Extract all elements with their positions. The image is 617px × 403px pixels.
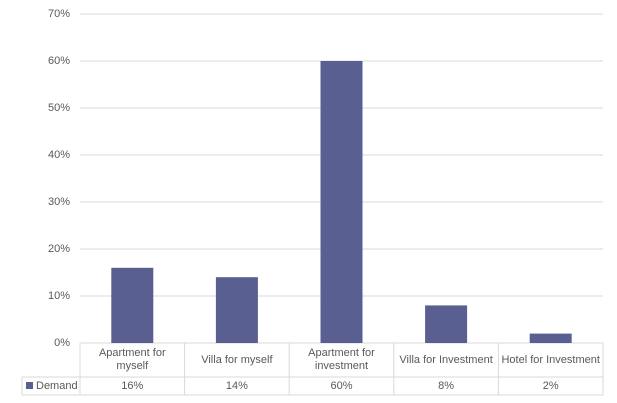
value-label: 16% [121, 379, 144, 392]
legend-swatch [26, 382, 33, 389]
value-label: 14% [225, 379, 248, 392]
value-label: 2% [542, 379, 559, 392]
x-tick-label: Apartment for myself [98, 347, 166, 372]
y-tick-label: 50% [48, 102, 70, 114]
value-label: 8% [438, 379, 455, 392]
bar [529, 333, 572, 343]
y-tick-label: 40% [48, 149, 70, 161]
y-tick-label: 70% [48, 8, 70, 20]
x-tick-label: Villa for myself [201, 353, 273, 366]
x-tick-label: Apartment for investment [308, 347, 375, 372]
value-label: 60% [330, 379, 353, 392]
y-tick-label: 0% [54, 337, 70, 349]
bar [425, 305, 468, 343]
x-tick-label: Villa for Investment [399, 353, 493, 366]
y-tick-label: 10% [48, 290, 70, 302]
x-tick-label: Hotel for Investment [501, 353, 600, 366]
bar [111, 267, 154, 343]
bar [320, 61, 363, 343]
y-tick-label: 20% [48, 243, 70, 255]
y-tick-label: 30% [48, 196, 70, 208]
legend-label: Demand [36, 379, 78, 392]
bar [215, 277, 258, 343]
y-tick-label: 60% [48, 55, 70, 67]
